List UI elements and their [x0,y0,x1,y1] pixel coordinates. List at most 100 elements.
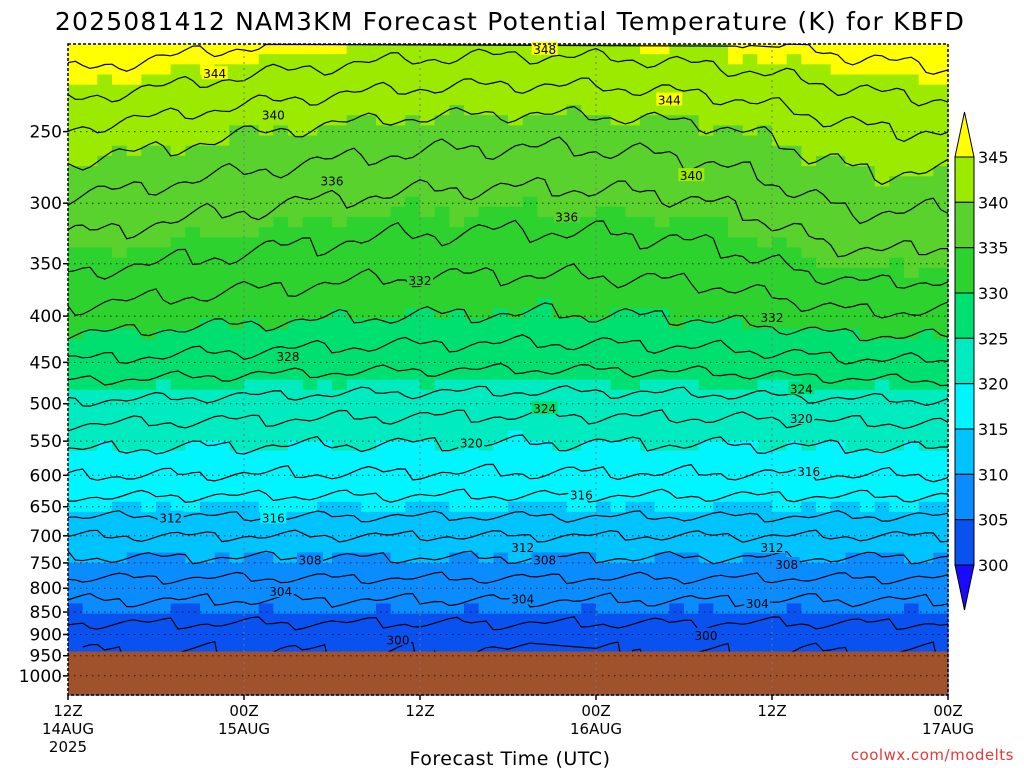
field-cell [302,166,318,177]
field-cell [816,84,832,96]
field-cell [405,237,421,249]
field-cell [82,216,98,228]
field-cell [669,369,685,381]
field-cell [596,603,612,615]
field-cell [214,420,230,432]
field-cell [244,94,260,106]
field-cell [860,338,876,350]
field-cell [244,115,260,126]
field-cell [332,196,348,208]
field-cell [830,379,846,391]
field-cell [566,542,582,554]
field-cell [185,318,201,330]
field-cell [816,542,832,554]
field-cell [302,542,318,554]
field-cell [684,461,700,472]
field-cell [830,420,846,432]
field-cell [596,440,612,452]
field-cell [68,532,84,544]
field-cell [713,369,729,381]
field-cell [772,481,788,493]
field-cell [317,227,333,238]
field-cell [684,613,700,625]
field-cell [229,389,245,401]
field-cell [346,481,362,493]
field-cell [200,145,216,157]
field-cell [317,196,333,208]
field-cell [728,511,744,523]
y-tick-label: 800 [30,579,62,599]
field-cell [346,471,362,482]
field-cell [273,257,289,269]
field-cell [97,115,113,126]
field-cell [625,64,641,76]
field-cell [141,430,157,442]
field-cell [200,562,216,574]
field-cell [244,105,260,116]
field-cell [860,542,876,554]
field-cell [449,471,465,482]
field-cell [258,359,274,371]
field-cell [332,328,348,340]
field-cell [860,552,876,564]
field-cell [830,247,846,259]
field-cell [361,227,377,238]
field-cell [860,277,876,289]
field-cell [933,125,949,137]
field-cell [816,603,832,615]
field-cell [302,125,318,137]
field-cell [669,74,685,86]
field-cell [346,379,362,391]
field-cell [581,64,597,76]
field-cell [845,542,861,554]
field-cell [874,186,890,198]
field-cell [816,176,832,187]
field-cell [860,155,876,167]
field-cell [170,613,186,625]
field-cell [625,196,641,208]
field-cell [420,328,436,340]
field-cell [434,227,450,238]
field-cell [654,44,670,55]
field-cell [933,145,949,157]
field-cell [332,583,348,594]
field-cell [185,257,201,269]
field-cell [508,328,524,340]
field-cell [610,501,626,513]
field-cell [273,216,289,228]
field-cell [405,257,421,269]
field-cell [126,328,142,340]
field-cell [772,247,788,259]
field-cell [830,461,846,472]
field-cell [889,440,905,452]
field-cell [830,155,846,167]
field-cell [698,389,714,401]
field-cell [82,308,98,320]
credit-text: coolwx.com/modelts [851,746,1014,764]
field-cell [141,400,157,411]
field-cell [244,277,260,289]
field-cell [302,501,318,513]
field-cell [508,318,524,330]
field-cell [258,461,274,472]
field-cell [904,308,920,320]
field-cell [434,216,450,228]
field-cell [258,572,274,584]
field-cell [185,491,201,503]
field-cell [610,593,626,605]
field-cell [464,522,480,533]
field-cell [273,542,289,554]
field-cell [126,277,142,289]
field-cell [537,593,553,605]
field-cell [229,257,245,269]
field-cell [478,420,494,432]
field-cell [126,125,142,137]
field-cell [918,135,934,147]
field-cell [332,349,348,360]
field-cell [772,613,788,625]
field-cell [449,145,465,157]
field-cell [728,298,744,310]
field-cell [97,298,113,310]
contour-label-bg [531,552,558,566]
field-cell [302,359,318,371]
